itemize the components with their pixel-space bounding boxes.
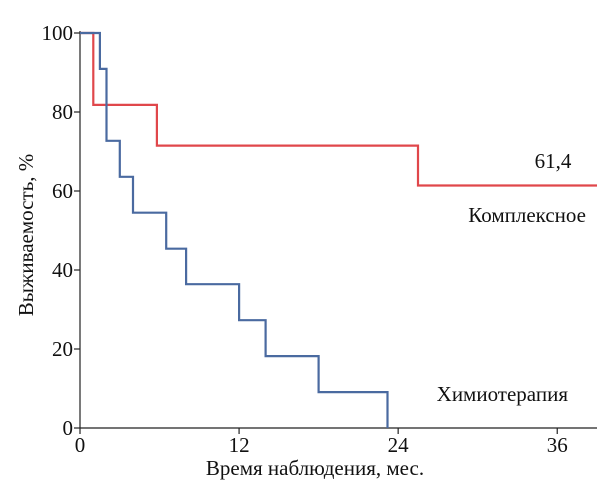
y-tick-label: 40: [52, 258, 73, 282]
series-line-kompleksnoe: [80, 33, 597, 186]
series-layer: [80, 33, 597, 428]
y-tick-label: 0: [63, 416, 74, 440]
final-value-label: 61,4: [535, 149, 572, 173]
x-tick-label: 24: [388, 433, 410, 457]
x-axis-title: Время наблюдения, мес.: [206, 456, 424, 480]
y-tick-label: 100: [42, 21, 74, 45]
y-tick-label: 60: [52, 179, 73, 203]
series-label-himioterapiya: Химиотерапия: [437, 382, 569, 406]
x-tick-label: 36: [547, 433, 568, 457]
series-line-himioterapiya: [80, 33, 388, 428]
y-axis-title: Выживаемость, %: [14, 154, 38, 317]
y-tick-label: 80: [52, 100, 73, 124]
x-tick-label: 0: [75, 433, 86, 457]
labels-layer: Время наблюдения, мес. Выживаемость, % 61,…: [14, 149, 586, 480]
y-tick-label: 20: [52, 337, 73, 361]
series-label-kompleksnoe: Комплексное: [468, 203, 586, 227]
x-tick-label: 12: [229, 433, 250, 457]
